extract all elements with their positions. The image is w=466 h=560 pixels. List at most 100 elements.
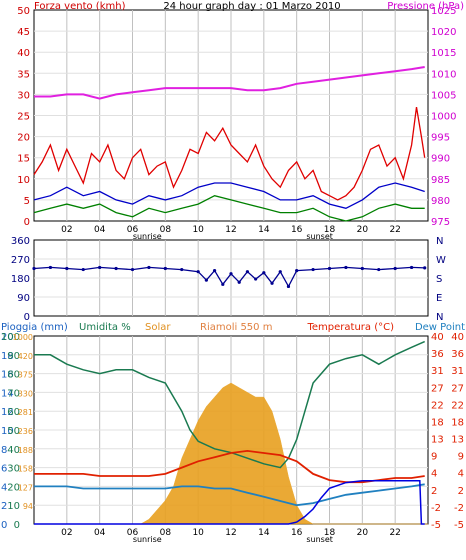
temperature-tick-right: 18 bbox=[451, 417, 464, 428]
time-tick: 16 bbox=[291, 225, 303, 235]
wind-direction-point bbox=[147, 265, 151, 270]
wind-direction-point bbox=[254, 277, 258, 281]
wind-direction-point bbox=[65, 266, 69, 271]
temperature-tick-right: 40 bbox=[451, 332, 464, 343]
wind-direction-point bbox=[344, 265, 348, 270]
compass-tick: N bbox=[436, 312, 443, 323]
humidity-axis-label: Umidita % bbox=[79, 322, 131, 333]
time-tick: 06 bbox=[127, 528, 139, 538]
pressure-tick: 1015 bbox=[431, 48, 456, 59]
wind-speed-tick: 35 bbox=[17, 69, 30, 80]
rain-tick: 8 bbox=[1, 445, 7, 456]
wind-direction-point bbox=[204, 278, 208, 282]
time-tick: 04 bbox=[94, 528, 106, 538]
humidity-tick: 50 bbox=[7, 426, 20, 437]
pressure-tick: 980 bbox=[431, 196, 450, 207]
pressione-series bbox=[34, 66, 425, 100]
wind-direction-point bbox=[295, 269, 299, 273]
rain-tick: 0 bbox=[1, 520, 7, 531]
rain-tick: 20 bbox=[1, 332, 14, 343]
time-tick: 10 bbox=[192, 225, 204, 235]
rain-tick: 6 bbox=[1, 464, 7, 475]
wind-direction-point bbox=[81, 267, 85, 272]
temperature-tick: 4 bbox=[431, 469, 437, 480]
temperature-tick-right: 4 bbox=[458, 469, 464, 480]
pressure-tick: 1000 bbox=[431, 112, 456, 123]
time-tick: 02 bbox=[61, 225, 72, 235]
dew-point-axis-label: Dew Point bbox=[415, 322, 465, 333]
humidity-tick: 100 bbox=[1, 332, 20, 343]
humidity-tick: 90 bbox=[7, 351, 20, 362]
pressure-tick: 1005 bbox=[431, 90, 456, 101]
solar-tick: 420 bbox=[18, 352, 33, 361]
time-tick: 16 bbox=[291, 528, 303, 538]
pressure-tick: 1025 bbox=[431, 6, 456, 17]
sunrise-marker: sunrise bbox=[133, 535, 162, 544]
temperature-tick-right: 36 bbox=[451, 349, 464, 360]
sunset-marker: sunset bbox=[306, 232, 333, 241]
wind-speed-tick: 0 bbox=[24, 217, 30, 228]
humidity-tick: 30 bbox=[7, 464, 20, 475]
wind-direction-point bbox=[114, 266, 118, 271]
compass-tick: W bbox=[436, 255, 446, 266]
time-tick: 20 bbox=[357, 225, 369, 235]
wind-direction-point bbox=[32, 266, 36, 271]
wind-direction-point bbox=[278, 270, 282, 274]
direction-degree-tick: 0 bbox=[24, 312, 30, 323]
temperature-tick-right: 31 bbox=[451, 366, 464, 377]
wind-speed-tick: 25 bbox=[17, 112, 30, 123]
temperature-tick: -5 bbox=[431, 520, 441, 531]
wind-direction-point bbox=[180, 267, 184, 272]
humidity-tick: 0 bbox=[14, 520, 20, 531]
pressure-axis-label: Pressione (hPa) bbox=[387, 1, 464, 12]
wind-gust-series bbox=[33, 106, 426, 201]
temperature-tick: 40 bbox=[431, 332, 444, 343]
solar-tick: 94 bbox=[23, 502, 33, 511]
temperature-tick: 18 bbox=[431, 417, 444, 428]
rain-tick: 2 bbox=[1, 501, 7, 512]
wind-avg-series bbox=[33, 182, 425, 209]
wind-direction-point bbox=[423, 266, 427, 270]
wind-direction-point bbox=[270, 281, 274, 285]
pressure-tick: 990 bbox=[431, 154, 450, 165]
direction-degree-tick: 90 bbox=[17, 293, 30, 304]
temperature-tick-right: 27 bbox=[451, 383, 464, 394]
humidity-tick: 70 bbox=[7, 388, 20, 399]
rain-tick: 10 bbox=[1, 426, 14, 437]
wind-speed-tick: 10 bbox=[17, 175, 30, 186]
solar-tick: 236 bbox=[18, 427, 33, 436]
rain-axis-label: Pioggia (mm) bbox=[1, 322, 68, 333]
wind-direction-point bbox=[48, 265, 53, 270]
humidity-tick: 60 bbox=[7, 407, 20, 418]
time-tick: 12 bbox=[225, 225, 236, 235]
solar-station-label: Riamoli 550 m bbox=[200, 322, 272, 333]
temperature-tick: 31 bbox=[431, 366, 444, 377]
pressure-tick: 975 bbox=[431, 217, 450, 228]
direction-degree-tick: 270 bbox=[11, 255, 30, 266]
pressure-tick: 995 bbox=[431, 133, 450, 144]
solar-tick: 158 bbox=[18, 465, 33, 474]
temperature-tick-right: 9 bbox=[458, 452, 464, 463]
temperature-tick: 22 bbox=[431, 400, 444, 411]
temperature-tick-right: 22 bbox=[451, 400, 464, 411]
wind-direction-point bbox=[311, 267, 315, 272]
time-tick: 08 bbox=[160, 225, 172, 235]
time-tick: 08 bbox=[160, 528, 172, 538]
wind-direction-point bbox=[409, 265, 414, 270]
direction-degree-tick: 180 bbox=[11, 274, 30, 285]
humidity-tick: 80 bbox=[7, 370, 20, 381]
time-tick: 20 bbox=[357, 528, 369, 538]
temperature-tick: 13 bbox=[431, 435, 444, 446]
temperature-tick: -2 bbox=[431, 503, 441, 514]
wind-min-series bbox=[33, 195, 425, 222]
wind-direction-point bbox=[327, 266, 332, 271]
solar-tick: 375 bbox=[18, 371, 33, 380]
wind-speed-tick: 30 bbox=[17, 90, 30, 101]
wind-direction-point bbox=[229, 272, 233, 276]
wind-direction-point bbox=[286, 284, 291, 289]
pioggia-series bbox=[34, 480, 425, 525]
wind-speed-tick: 5 bbox=[24, 196, 30, 207]
solar-tick: 188 bbox=[18, 446, 33, 455]
